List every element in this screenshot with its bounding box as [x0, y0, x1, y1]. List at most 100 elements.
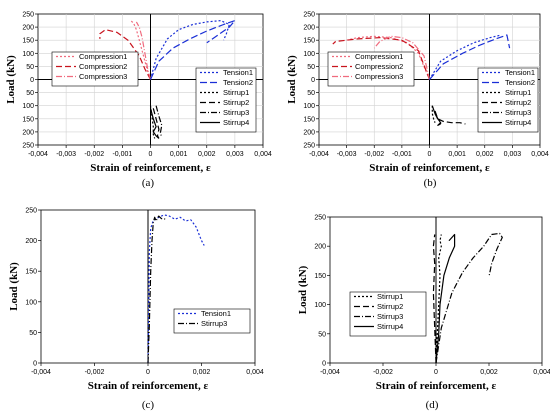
series-line-stirrup2: [434, 110, 466, 125]
series-line-compression3: [135, 21, 152, 80]
series-line-compression1: [346, 35, 431, 80]
legend-box: [327, 51, 415, 87]
y-axis-title: Load (kN): [286, 55, 298, 104]
x-tick-label: 0,004: [531, 151, 549, 158]
legend-entry: Stirrup1: [223, 88, 249, 97]
legend-entry: Tension1: [201, 309, 231, 318]
chart-panel-3: -0,004 -0,002 0 0,002 0,004 0 50 100 150 200 250 St…: [297, 215, 550, 412]
legend-entry: Compression3: [355, 72, 403, 81]
y-tick-label: 50: [26, 64, 34, 71]
legend-entry: Stirrup2: [505, 98, 531, 107]
chart-panel-2: -0,004 -0,002 0 0,002 0,004 0 50 100 150 200 250 St…: [8, 208, 264, 412]
y-tick-label: 250: [303, 12, 315, 19]
legend-entry: Compression1: [355, 52, 403, 61]
y-tick-label: 0: [322, 361, 326, 368]
legend-box: [349, 291, 427, 337]
x-tick-label: -0,004: [320, 369, 340, 376]
y-tick-label: 250: [314, 215, 326, 222]
legend-entry: Stirrup1: [377, 292, 403, 301]
y-tick-label: 200: [303, 129, 315, 136]
legend-entry: Tension1: [505, 68, 535, 77]
x-tick-label: 0,001: [170, 151, 188, 158]
x-tick-label: 0: [146, 369, 150, 376]
x-tick-label: -0,004: [31, 369, 51, 376]
y-tick-label: 150: [303, 116, 315, 123]
y-tick-label: 250: [303, 143, 315, 150]
legend-box: [195, 67, 257, 133]
chart-panel-1: -0,004 -0,003 -0,002 -0,001 0 0,001 0,002 0,003…: [286, 12, 549, 190]
y-tick-label: 0: [33, 361, 37, 368]
series-line-stirrup4: [435, 233, 456, 364]
y-tick-label: 150: [314, 273, 326, 280]
y-tick-label: 250: [22, 12, 34, 19]
y-tick-label: 250: [25, 208, 37, 215]
y-axis-title: Load (kN): [297, 265, 309, 314]
legend-entry: Stirrup4: [223, 118, 249, 127]
y-tick-label: 150: [303, 38, 315, 45]
x-tick-label: -0,004: [28, 151, 48, 158]
series-line-stirrup3: [147, 215, 167, 364]
x-tick-label: 0,004: [533, 369, 550, 376]
x-tick-label: 0,004: [254, 151, 272, 158]
panel-label: (a): [142, 177, 155, 189]
x-tick-label: -0,003: [337, 151, 357, 158]
x-tick-label: -0,004: [309, 151, 329, 158]
series-line-stirrup2: [432, 234, 437, 364]
x-tick-label: -0,002: [85, 369, 105, 376]
series-line-tension1: [149, 20, 230, 80]
y-tick-label: 150: [25, 269, 37, 276]
legend-entry: Stirrup2: [223, 98, 249, 107]
legend-entry: Tension2: [505, 78, 535, 87]
legend-entry: Tension1: [223, 68, 253, 77]
legend-entry: Stirrup1: [505, 88, 531, 97]
x-tick-label: 0,002: [480, 369, 498, 376]
x-tick-label: -0,001: [112, 151, 132, 158]
legend-entry: Stirrup3: [377, 312, 403, 321]
y-tick-label: 200: [25, 238, 37, 245]
y-tick-label: 0: [311, 77, 315, 84]
x-tick-label: 0: [428, 151, 432, 158]
y-tick-label: 50: [307, 64, 315, 71]
panel-label: (c): [142, 399, 155, 411]
y-tick-label: 100: [22, 103, 34, 110]
y-tick-label: 250: [22, 143, 34, 150]
legend-entry: Stirrup2: [377, 302, 403, 311]
y-tick-label: 200: [314, 244, 326, 251]
y-tick-label: 50: [26, 90, 34, 97]
x-tick-label: 0,003: [226, 151, 244, 158]
panel-label: (b): [424, 177, 437, 189]
x-tick-label: 0,003: [504, 151, 522, 158]
legend-box: [477, 67, 539, 133]
legend-entry: Compression1: [79, 52, 127, 61]
y-tick-label: 200: [22, 25, 34, 32]
x-axis-title: Strain of reinforcement, ε: [88, 380, 209, 392]
chart-panel-0: -0,004 -0,003 -0,002 -0,001 0 0,001 0,002 0,003…: [5, 12, 272, 190]
series-line-stirrup1: [435, 234, 442, 364]
legend-box: [51, 51, 139, 87]
x-axis-title: Strain of reinforcement, ε: [369, 162, 490, 174]
series-line-tension2: [429, 34, 511, 80]
series-line-tension2: [149, 20, 236, 80]
legend-entry: Stirrup3: [223, 108, 249, 117]
series-line-stirrup4: [149, 108, 160, 139]
x-tick-label: 0,004: [246, 369, 264, 376]
y-tick-label: 50: [307, 90, 315, 97]
legend-entry: Compression3: [79, 72, 127, 81]
series-line-tension1: [147, 214, 205, 364]
y-axis-title: Load (kN): [8, 262, 20, 311]
x-tick-label: -0,001: [392, 151, 412, 158]
x-axis-title: Strain of reinforcement, ε: [376, 380, 497, 392]
x-tick-label: 0,002: [198, 151, 216, 158]
y-tick-label: 100: [314, 302, 326, 309]
x-tick-label: -0,002: [373, 369, 393, 376]
y-tick-label: 0: [30, 77, 34, 84]
series-line-stirrup2: [152, 108, 160, 139]
y-tick-label: 150: [22, 38, 34, 45]
series-line-compression2: [99, 29, 152, 80]
legend-entry: Stirrup4: [505, 118, 531, 127]
y-tick-label: 200: [22, 129, 34, 136]
x-axis-title: Strain of reinforcement, ε: [90, 162, 211, 174]
x-tick-label: 0,002: [193, 369, 211, 376]
y-tick-label: 50: [318, 331, 326, 338]
